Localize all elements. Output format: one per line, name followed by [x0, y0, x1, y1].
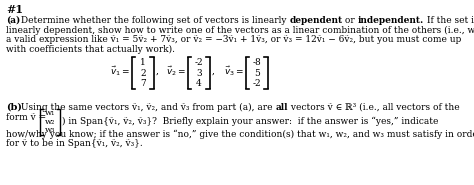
Text: 2: 2: [140, 68, 146, 78]
Text: $\vec{v}_1 =$: $\vec{v}_1 =$: [110, 64, 130, 78]
Text: form ṽ =: form ṽ =: [6, 112, 49, 122]
Text: #1: #1: [6, 4, 23, 15]
Text: w₁: w₁: [45, 109, 55, 117]
Text: independent.: independent.: [358, 16, 424, 25]
Text: w₃: w₃: [45, 126, 55, 134]
Text: $\vec{v}_3 =$: $\vec{v}_3 =$: [224, 64, 244, 78]
Text: or: or: [343, 16, 358, 25]
Text: 3: 3: [196, 68, 202, 78]
Text: 1: 1: [140, 58, 146, 67]
Text: If the set is: If the set is: [424, 16, 474, 25]
Text: dependent: dependent: [289, 16, 343, 25]
Text: how/why you know; if the answer is “no,” give the condition(s) that w₁, w₂, and : how/why you know; if the answer is “no,”…: [6, 130, 474, 139]
Text: $\vec{v}_2 =$: $\vec{v}_2 =$: [166, 64, 186, 78]
Text: ,: ,: [156, 66, 159, 75]
Text: linearly dependent, show how to write one of the vectors as a linear combination: linearly dependent, show how to write on…: [6, 26, 474, 35]
Text: with coefficients that actually work).: with coefficients that actually work).: [6, 45, 175, 54]
Text: (a): (a): [6, 16, 20, 25]
Text: Determine whether the following set of vectors is linearly: Determine whether the following set of v…: [18, 16, 289, 25]
Text: ) in Span{ṽ₁, ṽ₂, ṽ₃}?  Briefly explain your answer:  if the answer is “yes,” in: ) in Span{ṽ₁, ṽ₂, ṽ₃}? Briefly explain y…: [62, 117, 438, 126]
Text: 7: 7: [140, 79, 146, 88]
Text: all: all: [275, 103, 288, 112]
Text: -2: -2: [195, 58, 203, 67]
Text: -2: -2: [253, 79, 261, 88]
Text: Using the same vectors ṽ₁, ṽ₂, and ṽ₃ from part (a), are: Using the same vectors ṽ₁, ṽ₂, and ṽ₃ fr…: [18, 103, 275, 112]
Text: a valid expression like ṽ₁ = 5ṽ₂ + 7ṽ₃, or ṽ₂ = −3ṽ₁ + 1ṽ₃, or ṽ₃ = 12ṽ₁ − 6ṽ₂, : a valid expression like ṽ₁ = 5ṽ₂ + 7ṽ₃, …: [6, 35, 461, 44]
Text: for ṽ to be in Span{ṽ₁, ṽ₂, ṽ₃}.: for ṽ to be in Span{ṽ₁, ṽ₂, ṽ₃}.: [6, 139, 143, 149]
Text: -8: -8: [253, 58, 261, 67]
Text: 5: 5: [254, 68, 260, 78]
Text: w₂: w₂: [45, 117, 55, 125]
Text: (b): (b): [6, 103, 22, 112]
Text: ,: ,: [212, 66, 215, 75]
Text: vectors ṽ ∈ ℝ³ (i.e., all vectors of the: vectors ṽ ∈ ℝ³ (i.e., all vectors of the: [288, 103, 459, 112]
Text: 4: 4: [196, 79, 202, 88]
